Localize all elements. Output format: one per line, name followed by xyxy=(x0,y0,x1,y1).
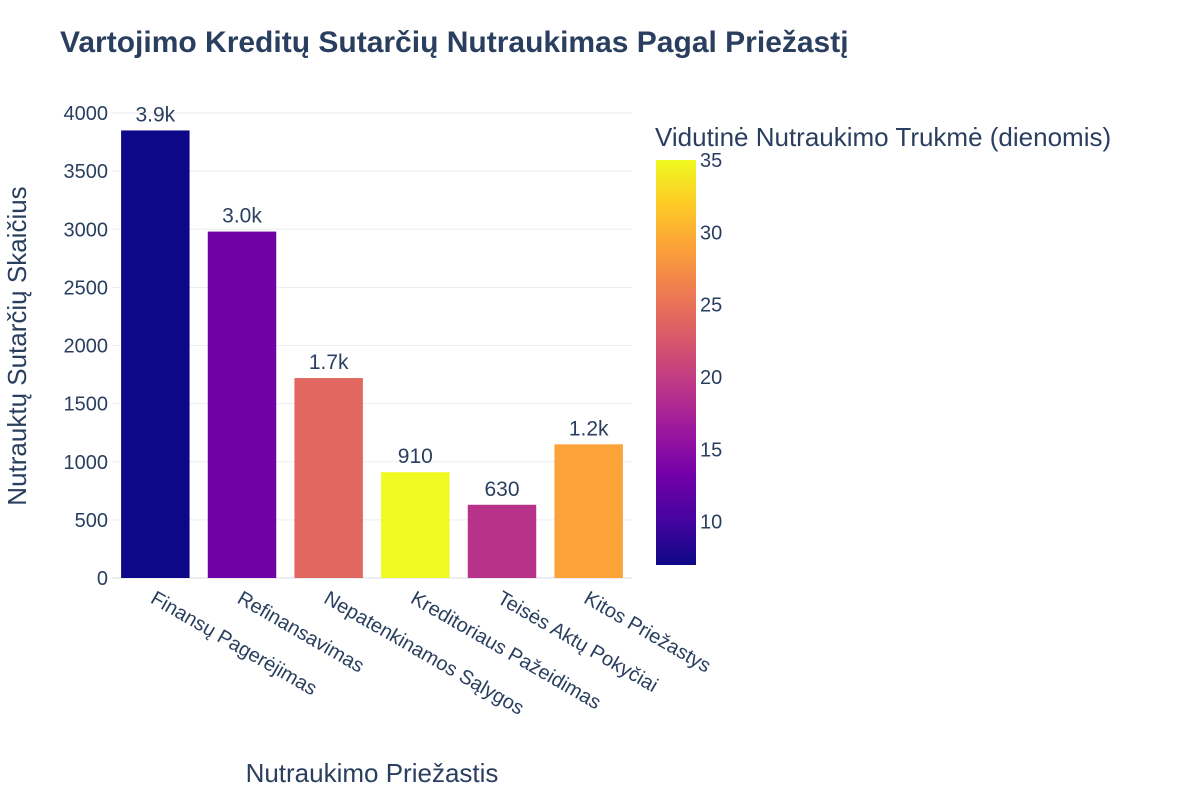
y-tick-label: 1500 xyxy=(64,394,109,416)
bar-data-label: 3.0k xyxy=(222,205,262,228)
bar xyxy=(467,504,537,578)
bar-labels: 3.9k 3.0k 1.7k 910 630 1.2k xyxy=(135,103,609,500)
x-axis-title: Nutraukimo Priežastis xyxy=(246,758,499,788)
chart-title: Vartojimo Kreditų Sutarčių Nutraukimas P… xyxy=(60,26,849,59)
y-tick-label: 3000 xyxy=(64,219,109,241)
y-tick-label: 500 xyxy=(75,510,108,532)
bar xyxy=(207,231,277,578)
colorbar-tick-label: 20 xyxy=(700,367,722,389)
bar-data-label: 1.7k xyxy=(309,351,349,374)
y-tick-label: 0 xyxy=(97,568,108,590)
bar xyxy=(554,444,623,578)
bar-data-label: 630 xyxy=(484,478,519,501)
colorbar-tick-label: 15 xyxy=(700,439,722,461)
bar-data-label: 3.9k xyxy=(135,103,175,126)
colorbar-ticks: 10 15 20 25 30 35 xyxy=(700,150,722,534)
y-axis-ticks: 0 500 1000 1500 2000 2500 3000 3500 4000 xyxy=(64,103,109,590)
bar-data-label: 910 xyxy=(398,445,433,468)
colorbar xyxy=(656,160,696,565)
colorbar-tick-label: 10 xyxy=(700,512,722,534)
gridlines xyxy=(112,112,632,579)
y-tick-label: 4000 xyxy=(64,103,109,125)
y-tick-label: 2000 xyxy=(64,336,109,358)
bar xyxy=(294,378,363,578)
colorbar-tick-label: 35 xyxy=(700,150,722,172)
bar-data-label: 1.2k xyxy=(569,417,609,440)
y-tick-label: 1000 xyxy=(64,452,109,474)
y-tick-label: 2500 xyxy=(64,277,109,299)
bars xyxy=(121,130,623,578)
x-axis-ticks: Finansų PagerėjimasRefinansavimasNepaten… xyxy=(147,587,715,719)
y-tick-label: 3500 xyxy=(64,161,109,183)
bar xyxy=(381,472,450,578)
colorbar-title: Vidutinė Nutraukimo Trukmė (dienomis) xyxy=(655,122,1111,152)
bar xyxy=(121,130,190,578)
y-axis-title: Nutrauktų Sutarčių Skaičius xyxy=(2,186,32,505)
colorbar-tick-label: 30 xyxy=(700,222,722,244)
colorbar-tick-label: 25 xyxy=(700,295,722,317)
